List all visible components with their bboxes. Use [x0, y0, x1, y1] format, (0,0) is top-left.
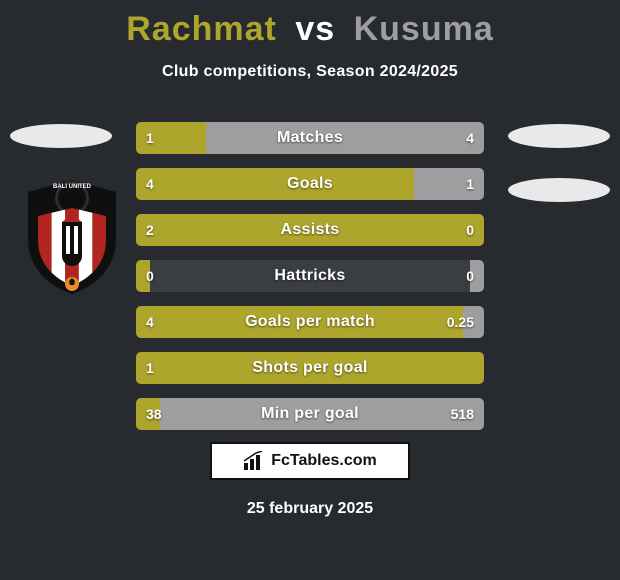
- stats-list: 14Matches 41Goals 20Assists 00Hattricks 40.2…: [136, 122, 484, 444]
- stat-label: Goals: [136, 168, 484, 200]
- fctables-label: FcTables.com: [271, 452, 377, 470]
- comparison-title: Rachmat vs Kusuma: [0, 0, 620, 49]
- stat-label: Hattricks: [136, 260, 484, 292]
- bars-icon: [243, 451, 265, 471]
- title-vs: vs: [295, 10, 335, 48]
- stat-label: Shots per goal: [136, 352, 484, 384]
- stat-row: 41Goals: [136, 168, 484, 200]
- stat-label: Goals per match: [136, 306, 484, 338]
- title-player2: Kusuma: [354, 10, 494, 48]
- stat-row: 38518Min per goal: [136, 398, 484, 430]
- stat-row: 40.25Goals per match: [136, 306, 484, 338]
- player1-photo-placeholder: [10, 124, 112, 148]
- title-player1: Rachmat: [126, 10, 277, 48]
- player2-club-placeholder: [508, 178, 610, 202]
- stat-label: Assists: [136, 214, 484, 246]
- player1-club-crest: BALI UNITED: [22, 178, 122, 296]
- stat-row: 1Shots per goal: [136, 352, 484, 384]
- subtitle: Club competitions, Season 2024/2025: [0, 63, 620, 81]
- snapshot-date: 25 february 2025: [0, 500, 620, 518]
- stat-row: 00Hattricks: [136, 260, 484, 292]
- crest-ring-text: BALI UNITED: [53, 184, 92, 190]
- stat-row: 20Assists: [136, 214, 484, 246]
- stat-label: Min per goal: [136, 398, 484, 430]
- player2-photo-placeholder: [508, 124, 610, 148]
- stat-label: Matches: [136, 122, 484, 154]
- stat-row: 14Matches: [136, 122, 484, 154]
- fctables-badge[interactable]: FcTables.com: [210, 442, 410, 480]
